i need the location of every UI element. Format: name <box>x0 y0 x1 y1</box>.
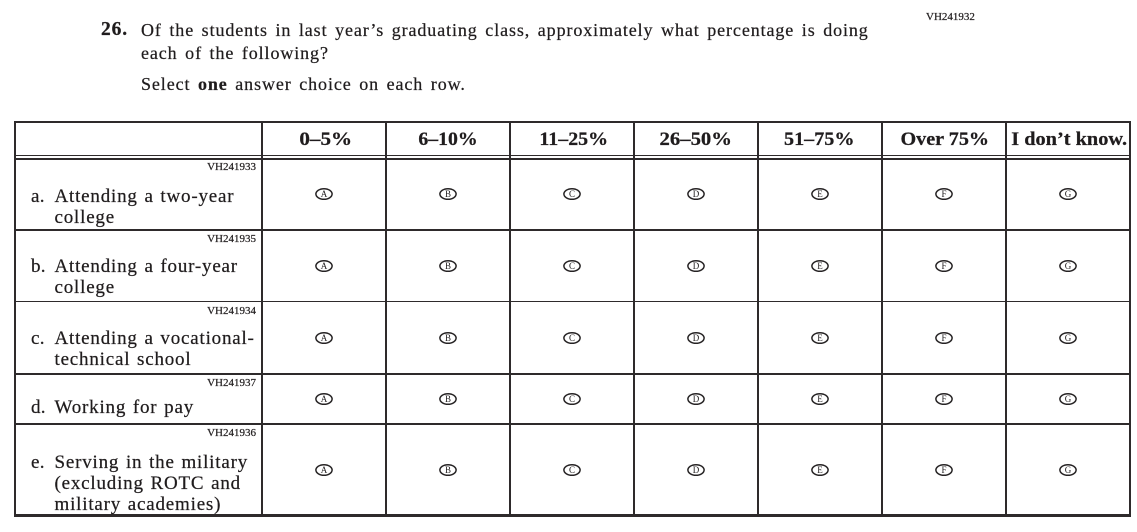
svg-text:E: E <box>818 261 824 271</box>
svg-text:C: C <box>569 333 575 343</box>
svg-text:B: B <box>445 261 451 271</box>
svg-text:G: G <box>1065 333 1072 343</box>
svg-text:F: F <box>942 394 947 404</box>
svg-text:G: G <box>1065 394 1072 404</box>
svg-text:A: A <box>321 465 328 475</box>
svg-text:A: A <box>321 394 328 404</box>
svg-text:F: F <box>942 333 947 343</box>
svg-text:D: D <box>693 189 700 199</box>
svg-text:G: G <box>1065 189 1072 199</box>
svg-text:D: D <box>693 394 700 404</box>
svg-text:F: F <box>942 465 947 475</box>
svg-text:E: E <box>818 394 824 404</box>
svg-text:F: F <box>942 189 947 199</box>
svg-text:A: A <box>321 189 328 199</box>
svg-text:G: G <box>1065 465 1072 475</box>
svg-text:C: C <box>569 189 575 199</box>
svg-text:E: E <box>818 465 824 475</box>
svg-text:C: C <box>569 465 575 475</box>
svg-text:B: B <box>445 394 451 404</box>
svg-text:A: A <box>321 261 328 271</box>
svg-text:E: E <box>818 333 824 343</box>
svg-text:B: B <box>445 189 451 199</box>
svg-text:C: C <box>569 261 575 271</box>
svg-text:A: A <box>321 333 328 343</box>
svg-text:G: G <box>1065 261 1072 271</box>
svg-text:D: D <box>693 333 700 343</box>
svg-text:D: D <box>693 465 700 475</box>
svg-text:B: B <box>445 465 451 475</box>
svg-text:B: B <box>445 333 451 343</box>
svg-text:C: C <box>569 394 575 404</box>
svg-text:E: E <box>818 189 824 199</box>
svg-text:F: F <box>942 261 947 271</box>
svg-text:D: D <box>693 261 700 271</box>
